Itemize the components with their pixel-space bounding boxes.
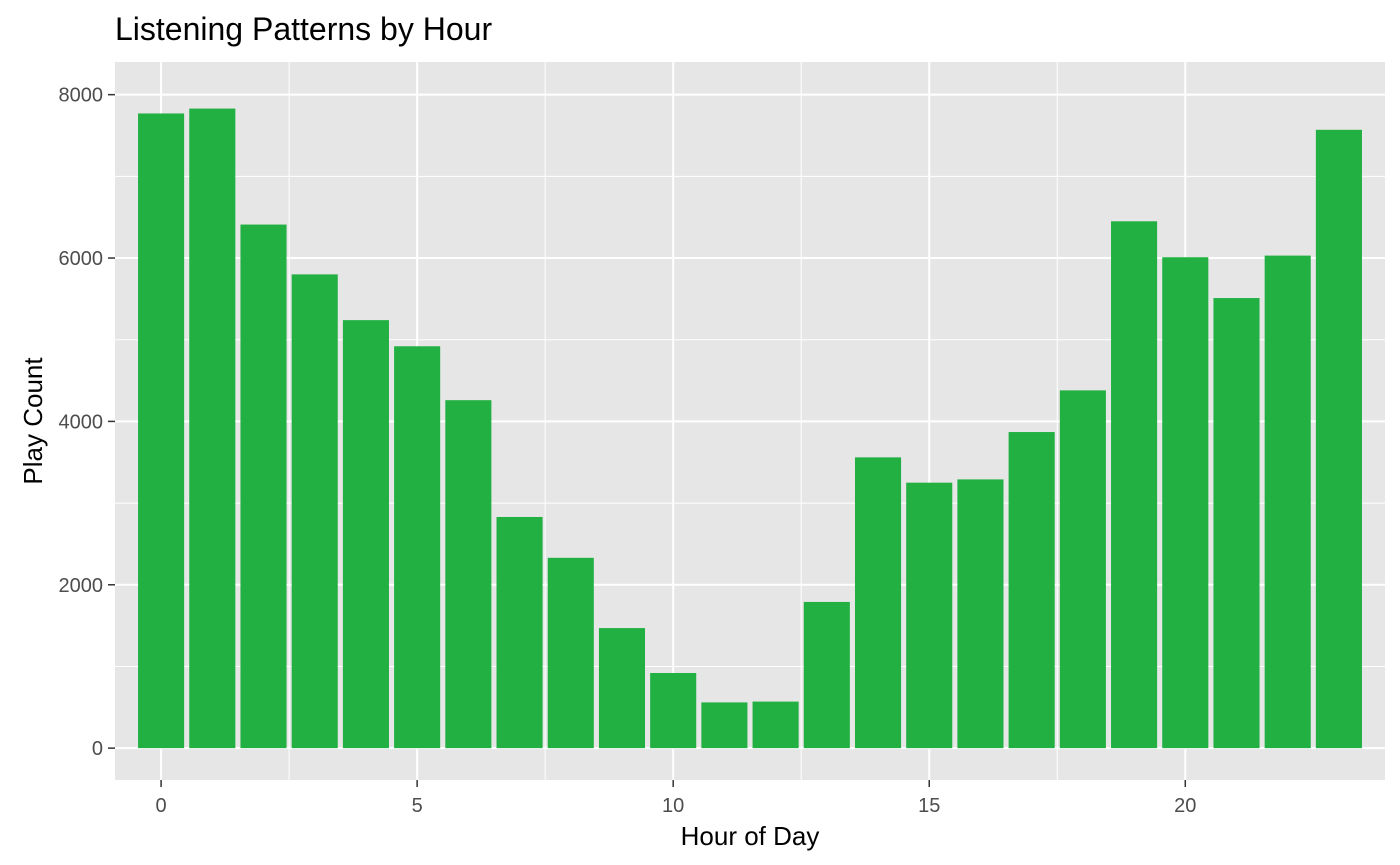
bar-hour-4 (342, 320, 389, 749)
y-tick-label: 6000 (59, 248, 104, 270)
bar-hour-10 (650, 672, 697, 749)
x-tick-label: 10 (662, 795, 684, 817)
bar-hour-0 (138, 113, 185, 749)
bar-hour-11 (701, 702, 748, 749)
bar-hour-14 (854, 457, 902, 749)
bars (138, 108, 1362, 749)
y-axis: 0 2000 4000 6000 8000 (59, 85, 115, 760)
y-tick-label: 8000 (59, 85, 104, 107)
bar-hour-6 (445, 400, 492, 749)
x-axis-title: Hour of Day (681, 821, 820, 851)
bar-hour-9 (598, 628, 646, 749)
x-tick-label: 0 (156, 795, 167, 817)
x-tick-label: 20 (1174, 795, 1196, 817)
y-tick-label: 2000 (59, 575, 104, 597)
y-axis-title: Play Count (18, 357, 48, 485)
bar-hour-17 (1008, 432, 1055, 749)
y-tick-label: 0 (92, 738, 103, 760)
bar-hour-23 (1315, 129, 1362, 749)
y-tick-label: 4000 (59, 411, 104, 433)
x-tick-label: 5 (412, 795, 423, 817)
bar-hour-18 (1059, 390, 1106, 749)
bar-hour-20 (1162, 257, 1209, 749)
bar-hour-13 (803, 601, 850, 749)
x-tick-label: 15 (918, 795, 940, 817)
chart-title: Listening Patterns by Hour (115, 11, 492, 47)
bar-hour-7 (496, 516, 543, 749)
x-axis: 0 5 10 15 20 (156, 780, 1196, 817)
bar-hour-15 (906, 482, 953, 749)
bar-hour-22 (1264, 255, 1311, 749)
bar-hour-21 (1213, 298, 1260, 749)
bar-hour-8 (547, 557, 594, 749)
bar-hour-1 (189, 108, 236, 749)
bar-hour-16 (957, 479, 1004, 749)
bar-hour-19 (1111, 221, 1158, 749)
bar-hour-2 (240, 224, 287, 749)
bar-hour-3 (291, 274, 338, 749)
bar-hour-12 (752, 701, 799, 749)
bar-hour-5 (394, 346, 441, 749)
